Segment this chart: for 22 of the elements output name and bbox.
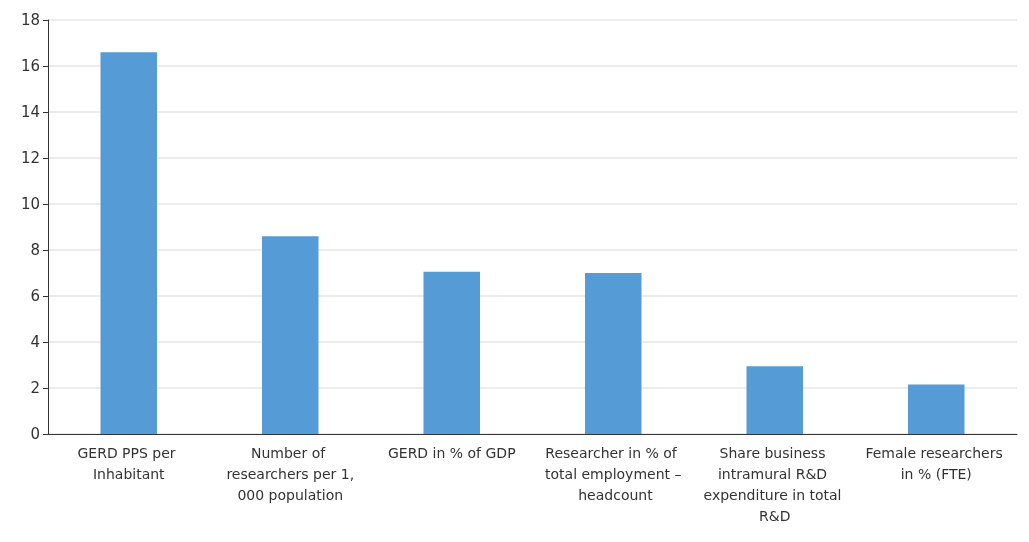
y-tick-label: 6 [30,287,40,305]
y-tick-label: 4 [30,333,40,351]
y-tick-label: 0 [30,425,40,443]
x-tick-label: Share business intramural R&D expenditure in total R&D [703,444,846,524]
bar [261,236,319,434]
y-tick-label: 16 [20,57,40,75]
x-tick-label: Female researchers in % (FTE) [865,444,1008,482]
x-tick-label: Researcher in % of total employment – headcount [545,444,682,503]
bar [100,52,158,434]
y-tick-label: 14 [20,103,40,121]
x-tick-label: Number of researchers per 1,000 population [226,444,355,503]
bar [907,384,965,434]
y-tick-label: 2 [30,379,40,397]
y-tick-label: 10 [20,195,40,213]
y-tick-label: 18 [20,11,40,29]
bar [423,271,481,434]
x-tick-label: GERD in % of GDP [387,444,516,461]
x-tick-label: GERD PPS per Inhabitant [77,444,181,482]
y-tick-label: 12 [20,149,40,167]
bar [584,273,642,434]
y-tick-label: 8 [30,241,40,259]
bar [746,366,804,434]
